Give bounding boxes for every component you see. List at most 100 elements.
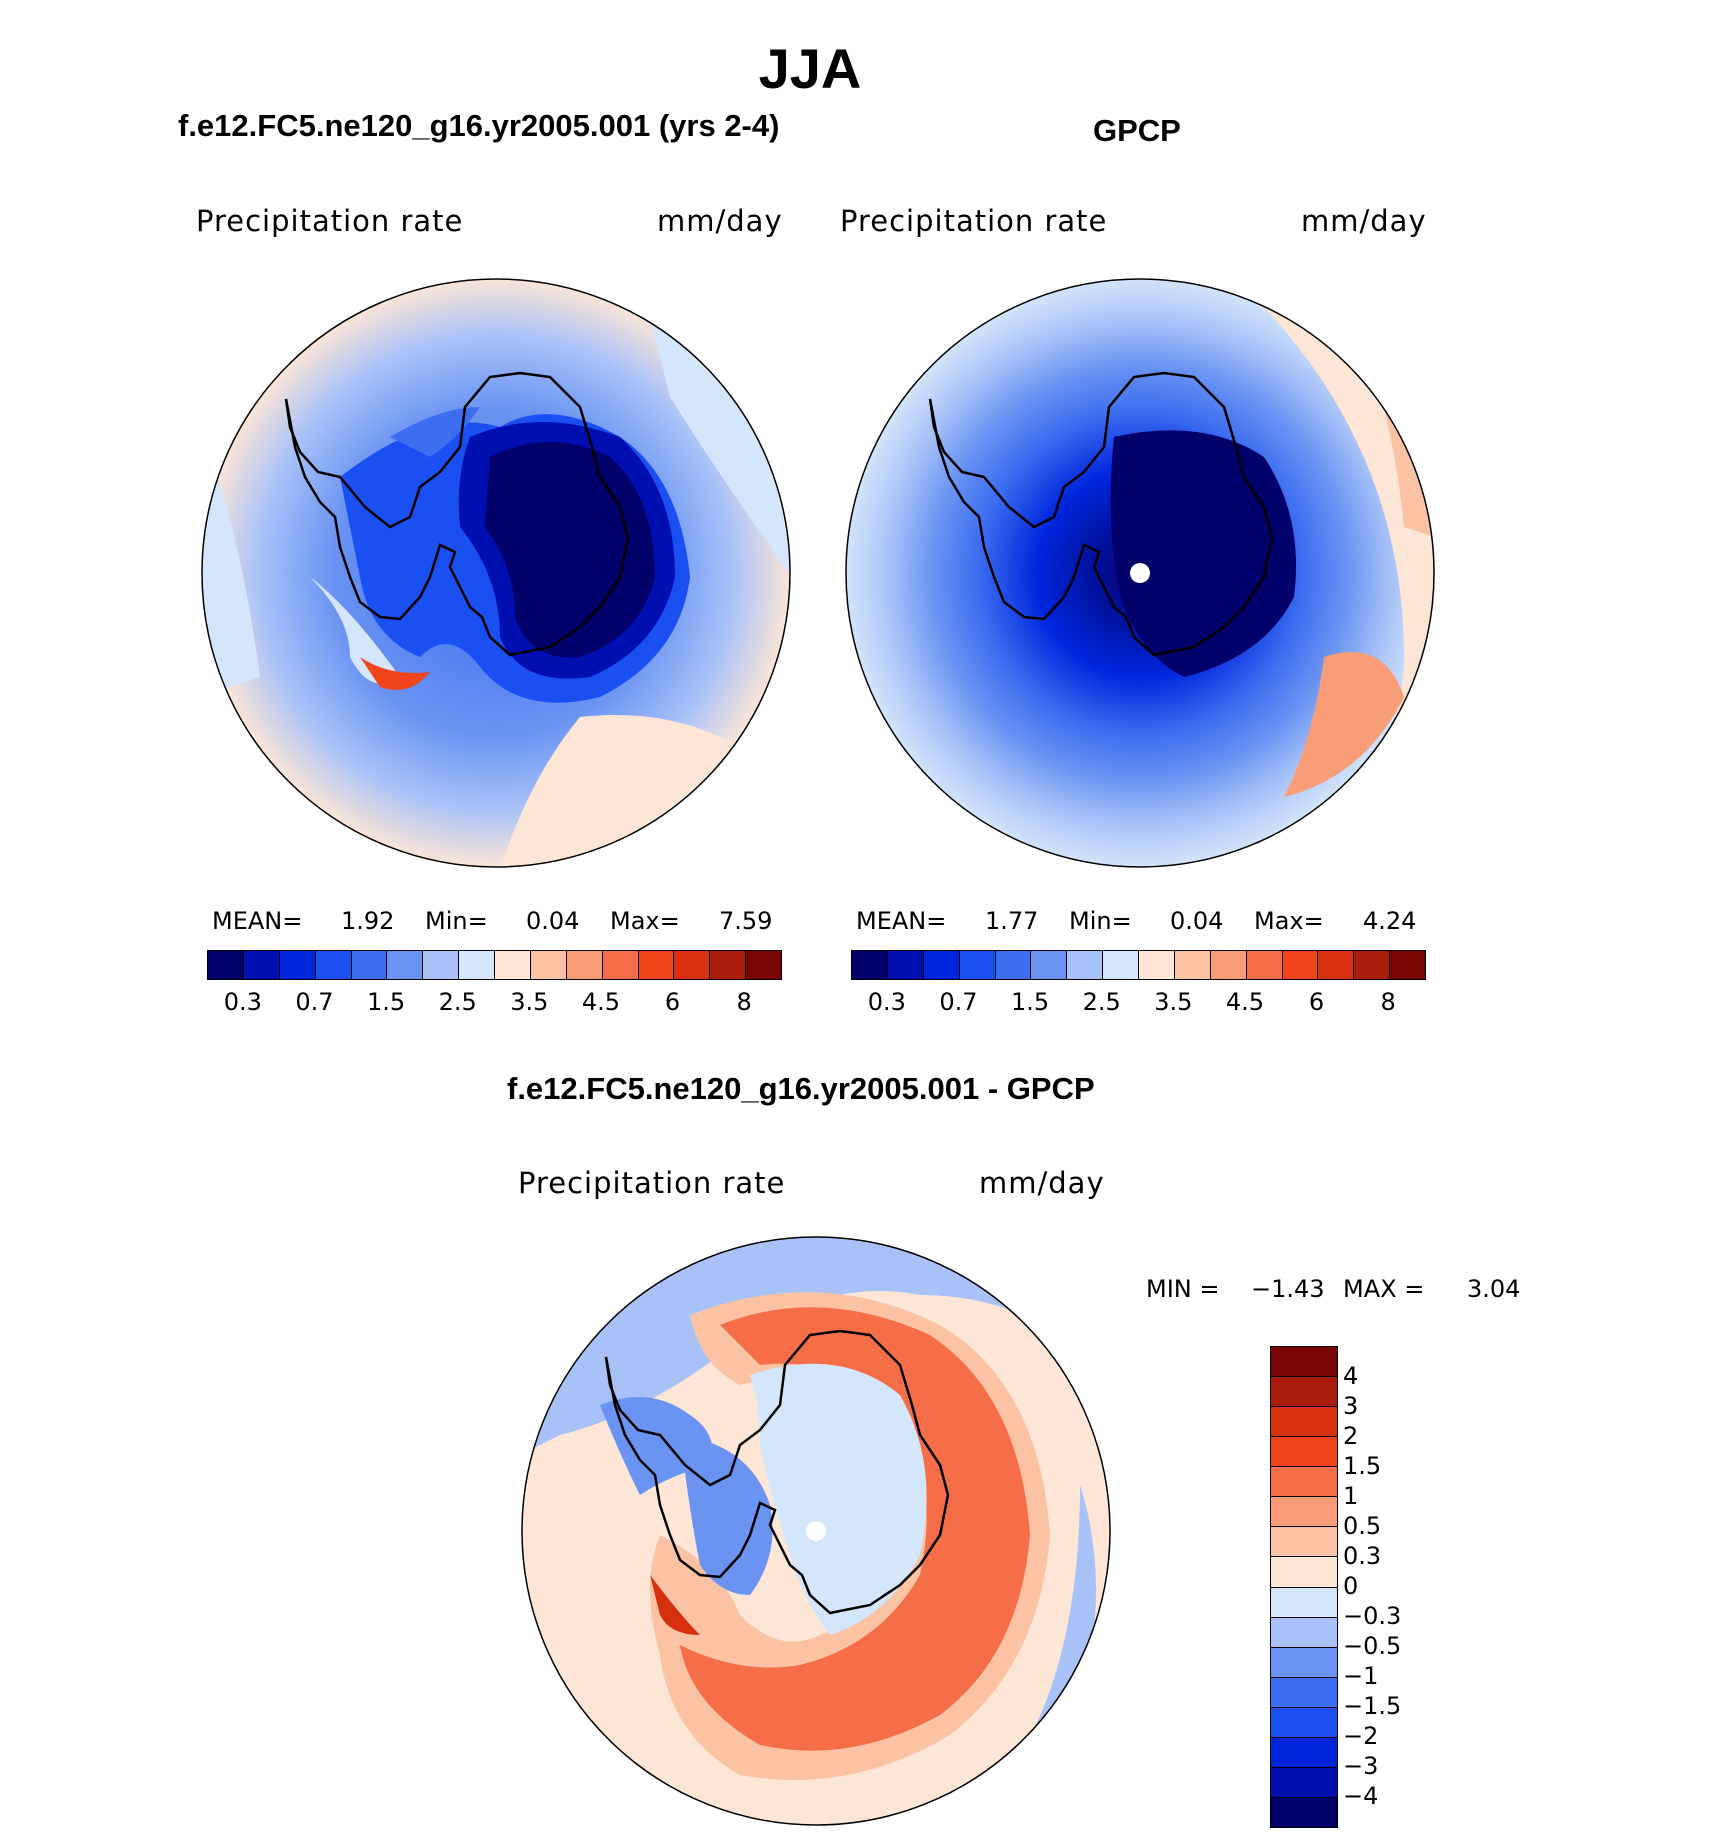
colorbar-tick-label: 0.7 <box>939 988 978 1016</box>
colorbar-swatch <box>1271 1437 1337 1468</box>
obs-case-title: GPCP <box>1093 113 1181 148</box>
obs-min-value: 0.04 <box>1170 907 1224 935</box>
colorbar-swatch <box>995 951 1032 979</box>
obs-mean-label: MEAN= <box>856 907 947 935</box>
diff-max-label: MAX = <box>1343 1275 1425 1303</box>
obs-max-value: 4.24 <box>1363 907 1417 935</box>
colorbar-swatch <box>1282 951 1319 979</box>
colorbar-tick-label: −0.5 <box>1343 1632 1402 1660</box>
colorbar-tick-label: −1 <box>1343 1662 1379 1690</box>
colorbar-tick-label: 0.5 <box>1343 1512 1382 1540</box>
colorbar-swatch <box>1210 951 1247 979</box>
colorbar-tick-label: 1.5 <box>1010 988 1050 1016</box>
model-colorbar <box>207 950 782 980</box>
pole-marker <box>806 1521 826 1541</box>
colorbar-swatch <box>1271 1647 1337 1678</box>
obs-mean-value: 1.77 <box>985 907 1039 935</box>
colorbar-swatch <box>566 951 603 979</box>
colorbar-swatch <box>1271 1467 1337 1498</box>
colorbar-swatch <box>710 951 747 979</box>
colorbar-tick-label: 6 <box>664 988 681 1016</box>
diff-colorbar <box>1270 1346 1338 1828</box>
colorbar-swatch <box>1246 951 1283 979</box>
colorbar-tick-label: 8 <box>1380 988 1396 1016</box>
obs-polar-map <box>845 278 1435 868</box>
colorbar-tick-label: 1.5 <box>1343 1452 1382 1480</box>
diff-variable-label: Precipitation rate <box>518 1166 786 1200</box>
colorbar-swatch <box>243 951 280 979</box>
colorbar-tick-label: 3.5 <box>1154 988 1193 1016</box>
colorbar-tick-label: 1.5 <box>366 988 406 1016</box>
colorbar-tick-label: 0.3 <box>1343 1542 1382 1570</box>
obs-max-label: Max= <box>1254 907 1324 935</box>
colorbar-swatch <box>887 951 924 979</box>
colorbar-swatch <box>1271 1707 1337 1738</box>
colorbar-swatch <box>1139 951 1175 979</box>
colorbar-swatch <box>1174 951 1211 979</box>
colorbar-swatch <box>1031 951 1068 979</box>
colorbar-swatch <box>495 951 531 979</box>
colorbar-swatch <box>1271 1497 1337 1528</box>
colorbar-tick-label: 3 <box>1343 1392 1359 1420</box>
colorbar-tick-label: 2 <box>1343 1422 1359 1450</box>
colorbar-swatch <box>1067 951 1104 979</box>
colorbar-tick-label: 4.5 <box>1225 988 1265 1016</box>
model-units-label: mm/day <box>657 204 783 238</box>
model-variable-label: Precipitation rate <box>196 204 464 238</box>
colorbar-swatch <box>315 951 352 979</box>
colorbar-swatch <box>351 951 388 979</box>
colorbar-tick-label: 4 <box>1343 1362 1359 1390</box>
model-mean-value: 1.92 <box>341 907 395 935</box>
colorbar-swatch <box>959 951 996 979</box>
pole-marker <box>1130 563 1150 583</box>
colorbar-tick-label: 0.7 <box>295 988 334 1016</box>
colorbar-tick-label: 2.5 <box>1082 988 1121 1016</box>
colorbar-swatch <box>1354 951 1391 979</box>
antarctica-coastline <box>284 371 630 657</box>
colorbar-swatch <box>1271 1797 1337 1827</box>
colorbar-swatch <box>1271 1677 1337 1708</box>
colorbar-swatch <box>1271 1557 1337 1588</box>
colorbar-tick-label: −0.3 <box>1343 1602 1402 1630</box>
colorbar-swatch <box>208 951 244 979</box>
colorbar-tick-label: 1 <box>1343 1482 1359 1510</box>
colorbar-swatch <box>1390 951 1425 979</box>
diff-max-value: 3.04 <box>1467 1275 1521 1303</box>
colorbar-tick-label: −2 <box>1343 1722 1379 1750</box>
colorbar-swatch <box>638 951 675 979</box>
colorbar-swatch <box>459 951 495 979</box>
model-min-label: Min= <box>425 907 488 935</box>
colorbar-tick-label: −3 <box>1343 1752 1379 1780</box>
colorbar-swatch <box>1271 1377 1337 1408</box>
colorbar-tick-label: 0.3 <box>223 988 262 1016</box>
diff-case-title: f.e12.FC5.ne120_g16.yr2005.001 - GPCP <box>507 1071 1095 1106</box>
colorbar-swatch <box>1271 1737 1337 1768</box>
colorbar-swatch <box>279 951 316 979</box>
colorbar-tick-label: 4.5 <box>581 988 621 1016</box>
antarctica-coastline <box>604 1329 950 1615</box>
obs-units-label: mm/day <box>1301 204 1427 238</box>
colorbar-swatch <box>1271 1587 1337 1618</box>
diff-min-value: −1.43 <box>1251 1275 1325 1303</box>
colorbar-tick-label: 6 <box>1308 988 1325 1016</box>
colorbar-swatch <box>923 951 960 979</box>
colorbar-tick-label: 0 <box>1343 1572 1359 1600</box>
colorbar-swatch <box>602 951 639 979</box>
model-min-value: 0.04 <box>526 907 580 935</box>
colorbar-swatch <box>387 951 424 979</box>
colorbar-swatch <box>746 951 781 979</box>
colorbar-swatch <box>1271 1347 1337 1378</box>
colorbar-swatch <box>1318 951 1355 979</box>
colorbar-tick-label: 8 <box>736 988 752 1016</box>
diff-min-label: MIN = <box>1146 1275 1220 1303</box>
colorbar-tick-label: 2.5 <box>438 988 477 1016</box>
colorbar-tick-label: −1.5 <box>1343 1692 1402 1720</box>
obs-variable-label: Precipitation rate <box>840 204 1108 238</box>
antarctica-coastline <box>928 371 1274 657</box>
colorbar-swatch <box>1271 1527 1337 1558</box>
colorbar-tick-label: 0.3 <box>867 988 906 1016</box>
page-title: JJA <box>758 37 862 100</box>
colorbar-swatch <box>1271 1407 1337 1438</box>
model-case-title: f.e12.FC5.ne120_g16.yr2005.001 (yrs 2-4) <box>178 108 780 143</box>
colorbar-swatch <box>530 951 567 979</box>
